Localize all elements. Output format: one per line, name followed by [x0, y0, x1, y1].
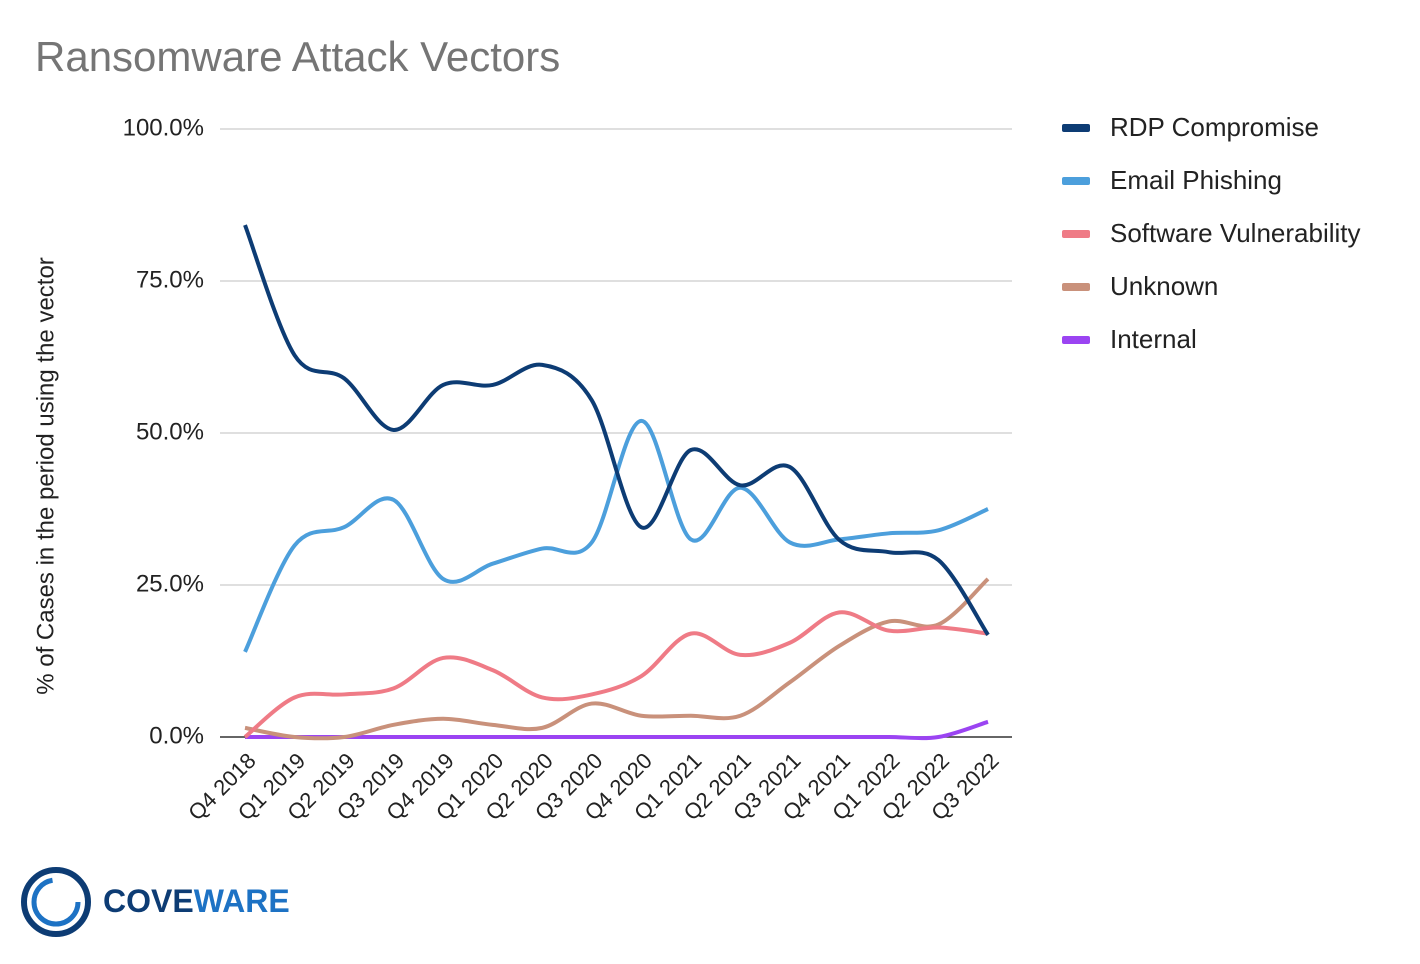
legend-swatch: [1062, 230, 1090, 238]
y-tick-label: 100.0%: [123, 114, 204, 141]
legend-label: Internal: [1110, 324, 1197, 354]
chart-title: Ransomware Attack Vectors: [35, 33, 560, 80]
logo-ring-inner: [31, 877, 81, 927]
series-line: [243, 610, 989, 739]
series-line: [244, 577, 990, 741]
logo-part: COVE: [103, 883, 194, 919]
legend-label: Email Phishing: [1110, 165, 1282, 195]
series-line: [245, 719, 989, 741]
logo-text: COVEWARE: [103, 883, 290, 919]
series-line: [243, 224, 990, 636]
y-tick-label: 50.0%: [136, 418, 204, 445]
y-tick-label: 75.0%: [136, 266, 204, 293]
y-tick-label: 25.0%: [136, 570, 204, 597]
legend-swatch: [1062, 336, 1090, 344]
series-line: [243, 418, 989, 653]
logo-part: WARE: [194, 883, 290, 919]
y-tick-label: 0.0%: [149, 722, 204, 749]
legend-label: Software Vulnerability: [1110, 218, 1361, 248]
legend-swatch: [1062, 283, 1090, 291]
legend-swatch: [1062, 124, 1090, 132]
logo-ring: [21, 867, 91, 937]
logo-icon: [21, 867, 91, 937]
legend-label: RDP Compromise: [1110, 112, 1319, 142]
legend-swatch: [1062, 177, 1090, 185]
y-axis-label: % of Cases in the period using the vecto…: [32, 257, 59, 695]
legend-label: Unknown: [1110, 271, 1218, 301]
